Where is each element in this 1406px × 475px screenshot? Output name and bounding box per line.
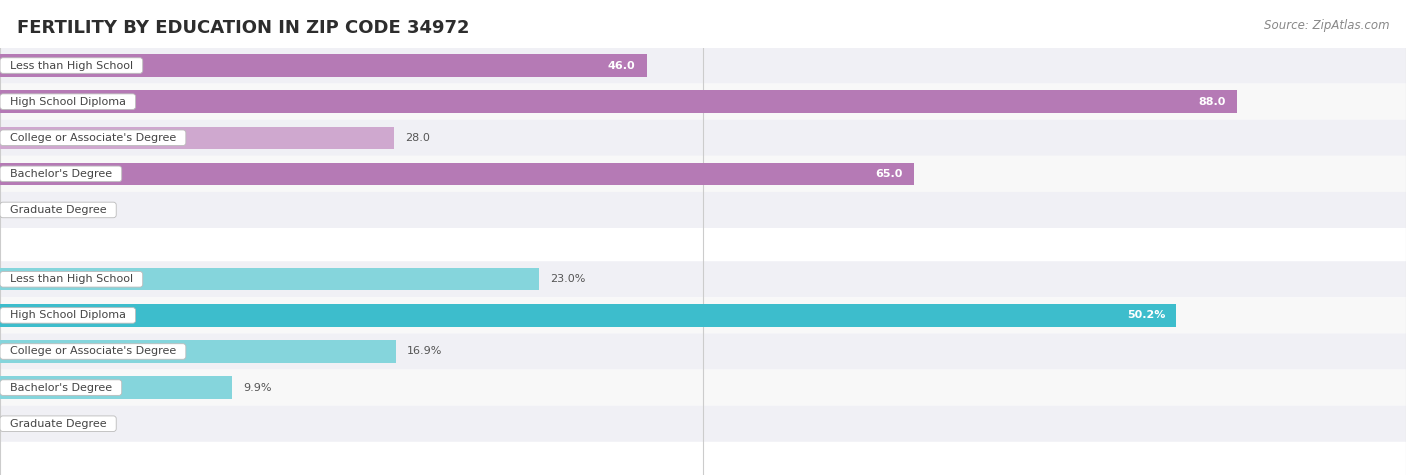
Text: 16.9%: 16.9% — [408, 346, 443, 357]
Bar — [0, 126, 394, 149]
Text: Less than High School: Less than High School — [3, 274, 141, 285]
Text: 88.0: 88.0 — [1199, 96, 1226, 107]
Text: Source: ZipAtlas.com: Source: ZipAtlas.com — [1264, 19, 1389, 32]
Text: 0.0: 0.0 — [11, 205, 30, 215]
Bar — [0, 162, 914, 185]
Text: FERTILITY BY EDUCATION IN ZIP CODE 34972: FERTILITY BY EDUCATION IN ZIP CODE 34972 — [17, 19, 470, 37]
Text: 9.9%: 9.9% — [243, 382, 271, 393]
Text: Bachelor's Degree: Bachelor's Degree — [3, 382, 120, 393]
Bar — [0, 304, 1177, 327]
Text: College or Associate's Degree: College or Associate's Degree — [3, 133, 183, 143]
FancyBboxPatch shape — [0, 406, 1406, 442]
Text: Graduate Degree: Graduate Degree — [3, 418, 114, 429]
Text: Graduate Degree: Graduate Degree — [3, 205, 114, 215]
FancyBboxPatch shape — [0, 156, 1406, 192]
Text: College or Associate's Degree: College or Associate's Degree — [3, 346, 183, 357]
FancyBboxPatch shape — [0, 48, 1406, 84]
Text: 28.0: 28.0 — [405, 133, 430, 143]
FancyBboxPatch shape — [0, 120, 1406, 156]
Bar — [0, 54, 647, 77]
Bar — [0, 376, 232, 399]
Text: 65.0: 65.0 — [876, 169, 903, 179]
FancyBboxPatch shape — [0, 84, 1406, 120]
Bar — [0, 90, 1237, 113]
Text: High School Diploma: High School Diploma — [3, 96, 132, 107]
Text: 23.0%: 23.0% — [550, 274, 585, 285]
Text: High School Diploma: High School Diploma — [3, 310, 132, 321]
Text: Less than High School: Less than High School — [3, 60, 141, 71]
FancyBboxPatch shape — [0, 297, 1406, 333]
Bar — [0, 340, 396, 363]
FancyBboxPatch shape — [0, 333, 1406, 370]
FancyBboxPatch shape — [0, 370, 1406, 406]
Text: 50.2%: 50.2% — [1126, 310, 1166, 321]
Text: Bachelor's Degree: Bachelor's Degree — [3, 169, 120, 179]
FancyBboxPatch shape — [0, 192, 1406, 228]
Bar — [0, 268, 538, 291]
FancyBboxPatch shape — [0, 261, 1406, 297]
Text: 0.0%: 0.0% — [11, 418, 39, 429]
Text: 46.0: 46.0 — [607, 60, 636, 71]
